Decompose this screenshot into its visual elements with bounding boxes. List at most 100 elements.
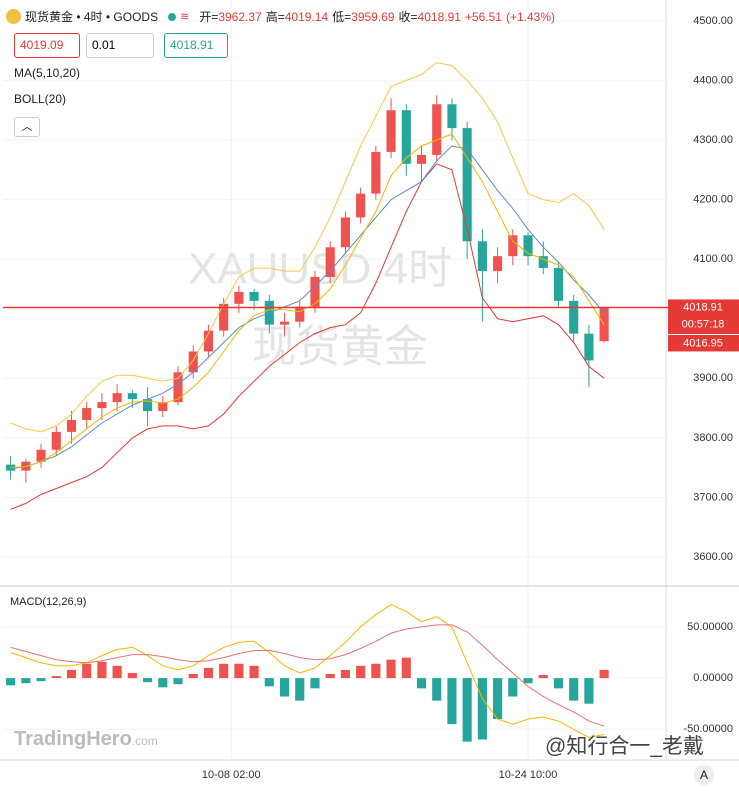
price-tag-label: 4018.91 (683, 301, 723, 313)
y-tick-label: 4100.00 (693, 253, 733, 265)
histogram-bar (112, 665, 122, 679)
watermark: 现货黄金 (252, 323, 428, 372)
indicator-label[interactable]: MA(5,10,20) (14, 66, 81, 80)
candle-body (553, 268, 564, 301)
candle-body (203, 330, 214, 352)
ohlc-value: 4018.91 (417, 10, 461, 24)
y-tick-label: 0.00000 (693, 672, 733, 684)
histogram-bar (127, 672, 137, 679)
histogram-bar (447, 678, 457, 725)
buy-input[interactable]: 4018.91 (164, 33, 228, 58)
histogram-bar (173, 678, 183, 685)
y-tick-label: 4200.00 (693, 193, 733, 205)
ohlc-label: 开= (199, 10, 219, 24)
indicator-line (10, 163, 605, 510)
candle-body (538, 256, 548, 269)
y-tick-label: -50.00000 (683, 723, 733, 735)
x-tick-label: 10-24 10:00 (499, 769, 558, 781)
candle-body (371, 151, 381, 194)
histogram-bar (599, 669, 609, 679)
histogram-bar (416, 678, 427, 689)
indicator-line (10, 145, 605, 470)
candle-body (508, 235, 518, 257)
y-tick-label: 4400.00 (693, 74, 733, 86)
candle-body (401, 110, 411, 164)
ohlc-value: 3962.37 (218, 10, 262, 24)
histogram-bar (386, 659, 396, 679)
candle-body (432, 104, 442, 155)
ohlc-label: 收= (398, 10, 418, 24)
auto-scale-button[interactable]: A (694, 765, 714, 785)
histogram-bar (401, 657, 411, 679)
candle-body (493, 256, 503, 272)
candle-body (127, 393, 137, 400)
candle-body (325, 247, 335, 278)
indicator-line (10, 624, 605, 727)
indicator-line (10, 603, 605, 739)
logo-suffix: .com (131, 734, 158, 748)
countdown: 00:57:18 (682, 318, 725, 330)
histogram-bar (21, 678, 31, 684)
qty-input[interactable]: 0.01 (86, 33, 154, 58)
histogram-bar (340, 669, 350, 679)
candle-body (82, 408, 92, 420)
change-pct: (+1.43%) (505, 9, 556, 24)
y-tick-label: 4500.00 (693, 15, 733, 27)
bid-tag: 4016.95 (683, 337, 723, 349)
histogram-bar (66, 669, 77, 679)
histogram-bar (158, 678, 168, 688)
candle-body (188, 351, 198, 373)
collapse-button[interactable]: ︿ (14, 117, 40, 137)
ohlc-item: 开=3962.37 (199, 8, 261, 25)
histogram-bar (51, 676, 61, 679)
y-tick-label: 3700.00 (693, 491, 733, 503)
histogram-bar (6, 678, 16, 686)
candle-body (447, 104, 457, 129)
ohlc-label: 高= (265, 10, 285, 24)
candle-body (584, 333, 594, 361)
indicator-line (10, 62, 605, 433)
candle-body (112, 393, 122, 403)
candle-body (386, 110, 396, 152)
histogram-bar (553, 678, 564, 689)
histogram-bar (462, 678, 472, 742)
histogram-bar (36, 678, 46, 682)
ohlc-value: 4019.14 (284, 10, 329, 24)
candle-body (477, 241, 487, 272)
sell-input[interactable]: 4019.09 (14, 33, 80, 58)
price-tag (668, 299, 739, 352)
status-dot (168, 12, 177, 21)
ohlc-label: 低= (332, 10, 352, 24)
x-tick-label: 10-08 02:00 (202, 769, 261, 781)
candle-body (340, 217, 350, 248)
change: +56.51 (464, 9, 502, 24)
y-tick-label: 4300.00 (693, 134, 733, 146)
histogram-bar (97, 661, 107, 679)
macd-title: MACD(12,26,9) (10, 596, 87, 608)
candle-body (158, 402, 168, 412)
histogram-bar (569, 678, 579, 701)
histogram-bar (356, 665, 366, 679)
histogram-bar (143, 678, 153, 683)
candle-body (416, 154, 427, 164)
candle-body (51, 431, 61, 450)
histogram-bar (523, 678, 533, 684)
candle-body (569, 300, 579, 334)
ohlc-item: 收=4018.91 (399, 8, 461, 25)
histogram-bar (538, 675, 548, 679)
histogram-bar (234, 663, 244, 679)
ohlc-value: 3959.69 (351, 10, 395, 24)
candle-body (356, 193, 366, 218)
histogram-bar (203, 667, 214, 679)
candle-body (66, 419, 77, 432)
indicator-line (10, 133, 605, 469)
indicator-label[interactable]: BOLL(20) (14, 92, 67, 106)
credit: @知行合一_老戴 (545, 735, 704, 758)
y-tick-label: 3900.00 (693, 372, 733, 384)
symbol[interactable]: 现货黄金 • 4时 • GOODS (25, 10, 159, 24)
histogram-bar (219, 663, 229, 679)
logo-text: TradingHero (14, 728, 132, 750)
histogram-bar (188, 674, 198, 679)
